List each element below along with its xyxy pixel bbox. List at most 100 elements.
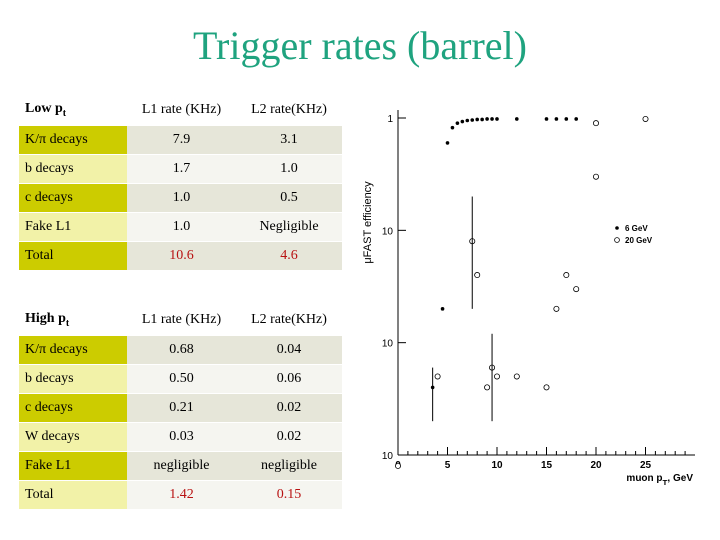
l1-rate: 0.21 — [127, 393, 236, 423]
data-point-6gev — [440, 307, 445, 311]
l2-rate: 0.02 — [236, 393, 342, 423]
y-axis-label: μFAST efficiency — [362, 181, 374, 264]
data-point-6gev — [574, 117, 578, 121]
data-point-6gev — [450, 125, 455, 130]
data-point-6gev — [455, 121, 460, 125]
row-label: Fake L1 — [19, 451, 127, 481]
table-header-row: Low pt L1 rate (KHz) L2 rate(KHz) — [19, 95, 342, 126]
l2-rate: 0.5 — [236, 183, 342, 213]
data-point-20gev — [592, 173, 599, 180]
data-point-6gev — [485, 117, 489, 121]
l1-rate: 1.0 — [127, 212, 236, 242]
table-row: K/π decays 7.9 3.1 — [19, 125, 342, 155]
data-point-6gev — [445, 141, 450, 145]
table-row: Total 10.6 4.6 — [19, 241, 342, 271]
data-point-20gev — [563, 272, 570, 279]
table-row: Fake L1 1.0 Negligible — [19, 212, 342, 242]
l1-rate: 0.50 — [127, 364, 236, 394]
header-cell: L2 rate(KHz) — [236, 95, 342, 126]
l2-rate: 0.15 — [236, 480, 342, 510]
table-row: b decays 0.50 0.06 — [19, 364, 342, 394]
y-tick-label: 10 — [382, 339, 394, 350]
y-tick-label: 1 — [387, 114, 393, 125]
l1-rate: negligible — [127, 451, 236, 481]
x-tick-label: 10 — [491, 460, 503, 471]
l2-rate: 0.02 — [236, 422, 342, 452]
legend-marker-6gev — [615, 226, 619, 230]
x-tick-label: 5 — [445, 460, 451, 471]
legend-label: 6 GeV — [625, 224, 648, 233]
row-label: K/π decays — [19, 335, 127, 365]
page-title: Trigger rates (barrel) — [193, 23, 527, 68]
l1-rate: 0.03 — [127, 422, 236, 452]
l2-rate: 1.0 — [236, 154, 342, 184]
row-label: Total — [19, 480, 127, 510]
data-point-6gev — [480, 117, 484, 122]
header-cell: Low pt — [19, 95, 127, 126]
table-row: W decays 0.03 0.02 — [19, 422, 342, 452]
data-point-6gev — [460, 119, 465, 124]
x-tick-label: 15 — [541, 460, 553, 471]
l2-rate: Negligible — [236, 212, 342, 242]
table-row: Fake L1 negligible negligible — [19, 451, 342, 481]
low-pt-rates-table: Low pt L1 rate (KHz) L2 rate(KHz) K/π de… — [19, 95, 342, 271]
l1-rate: 1.42 — [127, 480, 236, 510]
row-label: b decays — [19, 364, 127, 394]
data-point-20gev — [513, 373, 520, 380]
y-tick-label: 10 — [382, 451, 394, 462]
data-point-20gev — [642, 115, 649, 122]
row-label: W decays — [19, 422, 127, 452]
x-axis-label: muon pT, GeV — [626, 473, 693, 485]
data-point-20gev — [493, 373, 500, 380]
x-tick-label: 20 — [590, 460, 602, 471]
data-point-20gev — [543, 384, 550, 391]
x-tick-label: 25 — [640, 460, 652, 471]
data-point-20gev — [434, 373, 441, 380]
row-label: b decays — [19, 154, 127, 184]
l1-rate: 7.9 — [127, 125, 236, 155]
row-label: K/π decays — [19, 125, 127, 155]
data-point-6gev — [544, 117, 549, 121]
data-point-20gev — [573, 286, 580, 293]
l2-rate: negligible — [236, 451, 342, 481]
data-point-6gev — [564, 117, 569, 121]
l1-rate: 1.0 — [127, 183, 236, 213]
header-cell: L1 rate (KHz) — [127, 305, 236, 336]
row-label: Total — [19, 241, 127, 271]
l1-rate: 10.6 — [127, 241, 236, 271]
legend-label: 20 GeV — [625, 236, 653, 245]
data-point-20gev — [553, 305, 560, 312]
l1-rate: 0.68 — [127, 335, 236, 365]
table-row: Total 1.42 0.15 — [19, 480, 342, 510]
table-row: b decays 1.7 1.0 — [19, 154, 342, 184]
l2-rate: 0.04 — [236, 335, 342, 365]
row-label: c decays — [19, 393, 127, 423]
data-point-20gev — [395, 462, 402, 469]
data-point-6gev — [554, 117, 559, 121]
header-cell: High pt — [19, 305, 127, 336]
table-row: c decays 1.0 0.5 — [19, 183, 342, 213]
table-header-row: High pt L1 rate (KHz) L2 rate(KHz) — [19, 305, 342, 336]
data-point-20gev — [484, 384, 491, 391]
l2-rate: 3.1 — [236, 125, 342, 155]
data-point-6gev — [475, 117, 479, 122]
data-point-6gev — [495, 117, 499, 121]
l2-rate: 4.6 — [236, 241, 342, 271]
header-cell: L1 rate (KHz) — [127, 95, 236, 126]
high-pt-rates-table: High pt L1 rate (KHz) L2 rate(KHz) K/π d… — [19, 305, 342, 510]
y-tick-label: 10 — [382, 226, 394, 237]
row-label: Fake L1 — [19, 212, 127, 242]
row-label: c decays — [19, 183, 127, 213]
header-cell: L2 rate(KHz) — [236, 305, 342, 336]
l2-rate: 0.06 — [236, 364, 342, 394]
data-point-20gev — [474, 272, 481, 279]
data-point-20gev — [592, 120, 599, 127]
data-point-6gev — [465, 118, 470, 123]
l1-rate: 1.7 — [127, 154, 236, 184]
data-point-6gev — [490, 117, 494, 121]
table-row: K/π decays 0.68 0.04 — [19, 335, 342, 365]
table-row: c decays 0.21 0.02 — [19, 393, 342, 423]
data-point-6gev — [515, 117, 519, 121]
legend-marker-20gev — [614, 237, 620, 243]
